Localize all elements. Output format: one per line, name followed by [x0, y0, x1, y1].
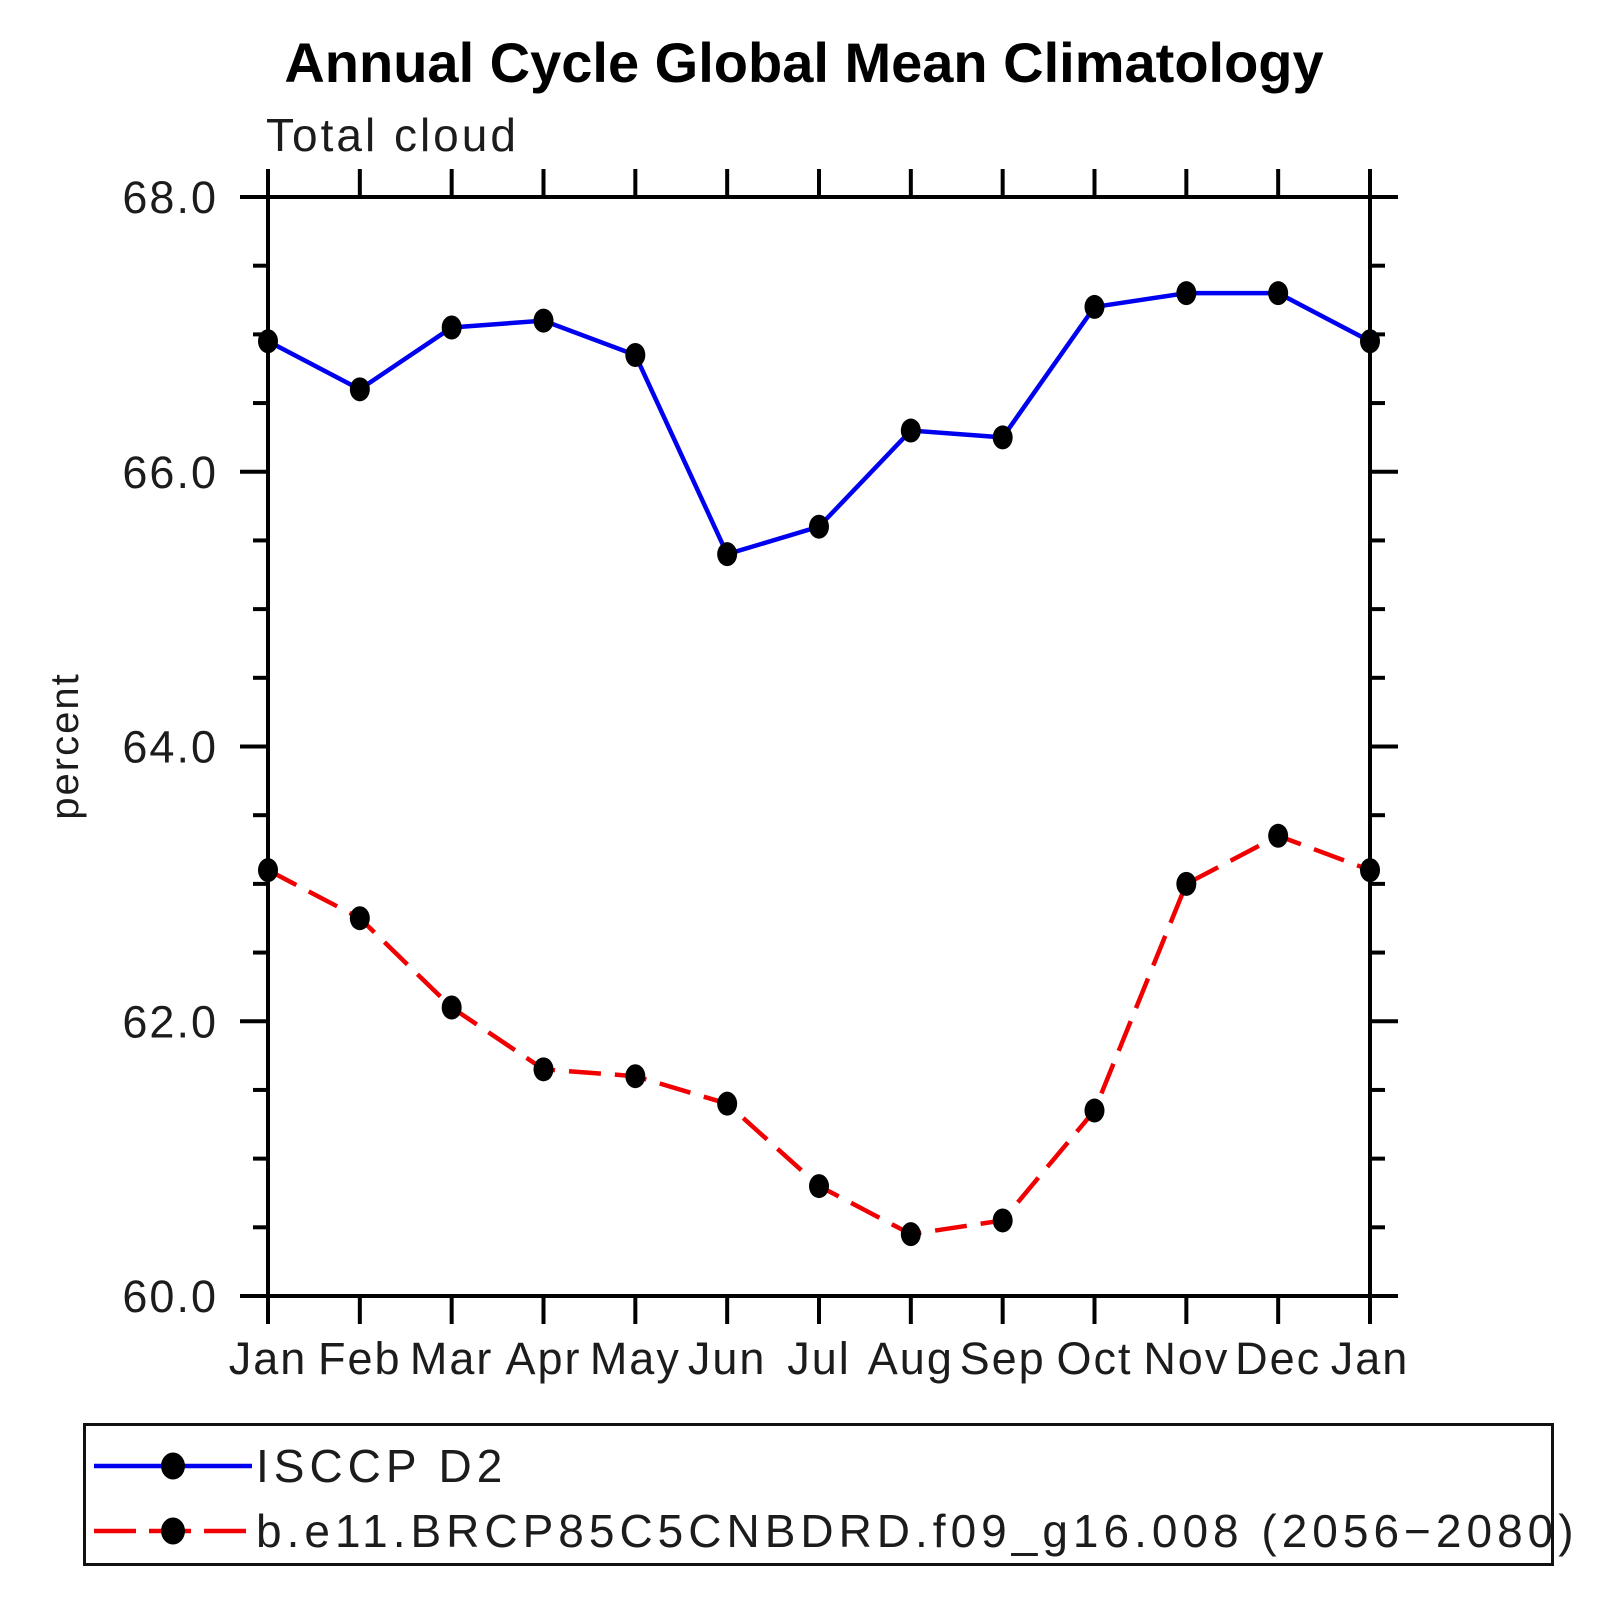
x-tick-label-Apr-3: Apr — [505, 1333, 581, 1384]
series-1-marker-12 — [1360, 858, 1380, 883]
y-tick-label-66.0: 66.0 — [122, 447, 218, 498]
legend-label-model: b.e11.BRCP85C5CNBDRD.f09_g16.008 (2056−2… — [256, 1505, 1579, 1557]
x-tick-label-Jun-5: Jun — [688, 1333, 767, 1384]
series-1-marker-1 — [349, 906, 370, 931]
y-axis-title: percent — [43, 672, 87, 819]
series-0-marker-9 — [1084, 294, 1105, 319]
x-tick-label-Dec-11: Dec — [1235, 1333, 1321, 1384]
y-tick-label-64.0: 64.0 — [122, 722, 218, 773]
x-tick-label-May-4: May — [590, 1333, 681, 1384]
series-1-marker-8 — [992, 1208, 1013, 1233]
x-tick-label-Jan-0: Jan — [229, 1333, 308, 1384]
chart-subtitle: Total cloud — [266, 109, 519, 161]
y-tick-label-68.0: 68.0 — [122, 172, 218, 223]
series-0-marker-11 — [1268, 281, 1289, 306]
series-1-marker-10 — [1176, 871, 1197, 896]
x-tick-label-Oct-9: Oct — [1056, 1333, 1132, 1384]
x-tick-label-Feb-1: Feb — [318, 1333, 402, 1384]
legend-sample-dashed-line — [94, 1517, 252, 1545]
x-tick-label-Jul-6: Jul — [787, 1333, 851, 1384]
legend-sample-solid-line — [94, 1452, 252, 1480]
y-tick-label-60.0: 60.0 — [122, 1271, 218, 1322]
legend: ISCCP D2 b.e11.BRCP85C5CNBDRD.f09_g16.00… — [83, 1423, 1574, 1566]
series-0-marker-1 — [349, 377, 370, 402]
series-1-marker-5 — [717, 1091, 738, 1116]
series-0-marker-7 — [900, 418, 921, 443]
x-tick-label-Sep-8: Sep — [960, 1333, 1046, 1384]
series-1-marker-0 — [258, 858, 278, 883]
series-0-marker-6 — [809, 514, 829, 539]
legend-label-isccp: ISCCP D2 — [256, 1440, 508, 1492]
legend-marker-icon — [161, 1517, 185, 1545]
series-1-marker-7 — [900, 1222, 921, 1247]
series-1-marker-11 — [1268, 823, 1289, 848]
series-0-marker-0 — [258, 329, 278, 354]
series-0-marker-8 — [992, 425, 1013, 450]
legend-entry-model: b.e11.BRCP85C5CNBDRD.f09_g16.008 (2056−2… — [90, 1505, 1579, 1557]
x-tick-label-Jan-12: Jan — [1331, 1333, 1410, 1384]
y-tick-label-62.0: 62.0 — [122, 996, 218, 1047]
x-tick-label-Mar-2: Mar — [410, 1333, 494, 1384]
legend-entry-isccp: ISCCP D2 — [90, 1440, 508, 1492]
series-1-marker-6 — [809, 1174, 829, 1199]
series-0-marker-4 — [625, 342, 646, 367]
series-1-marker-4 — [625, 1064, 646, 1089]
series-0-marker-2 — [441, 315, 462, 340]
series-1-marker-3 — [533, 1057, 554, 1082]
series-0-marker-12 — [1360, 329, 1380, 354]
chart-title: Annual Cycle Global Mean Climatology — [284, 31, 1324, 94]
series-1-marker-9 — [1084, 1098, 1105, 1123]
series-0-marker-3 — [533, 308, 554, 333]
series-0-marker-10 — [1176, 281, 1197, 306]
series-0-marker-5 — [717, 542, 738, 567]
x-tick-label-Aug-7: Aug — [868, 1333, 954, 1384]
legend-marker-icon — [161, 1452, 185, 1480]
x-tick-label-Nov-10: Nov — [1143, 1333, 1229, 1384]
series-1-marker-2 — [441, 995, 462, 1020]
